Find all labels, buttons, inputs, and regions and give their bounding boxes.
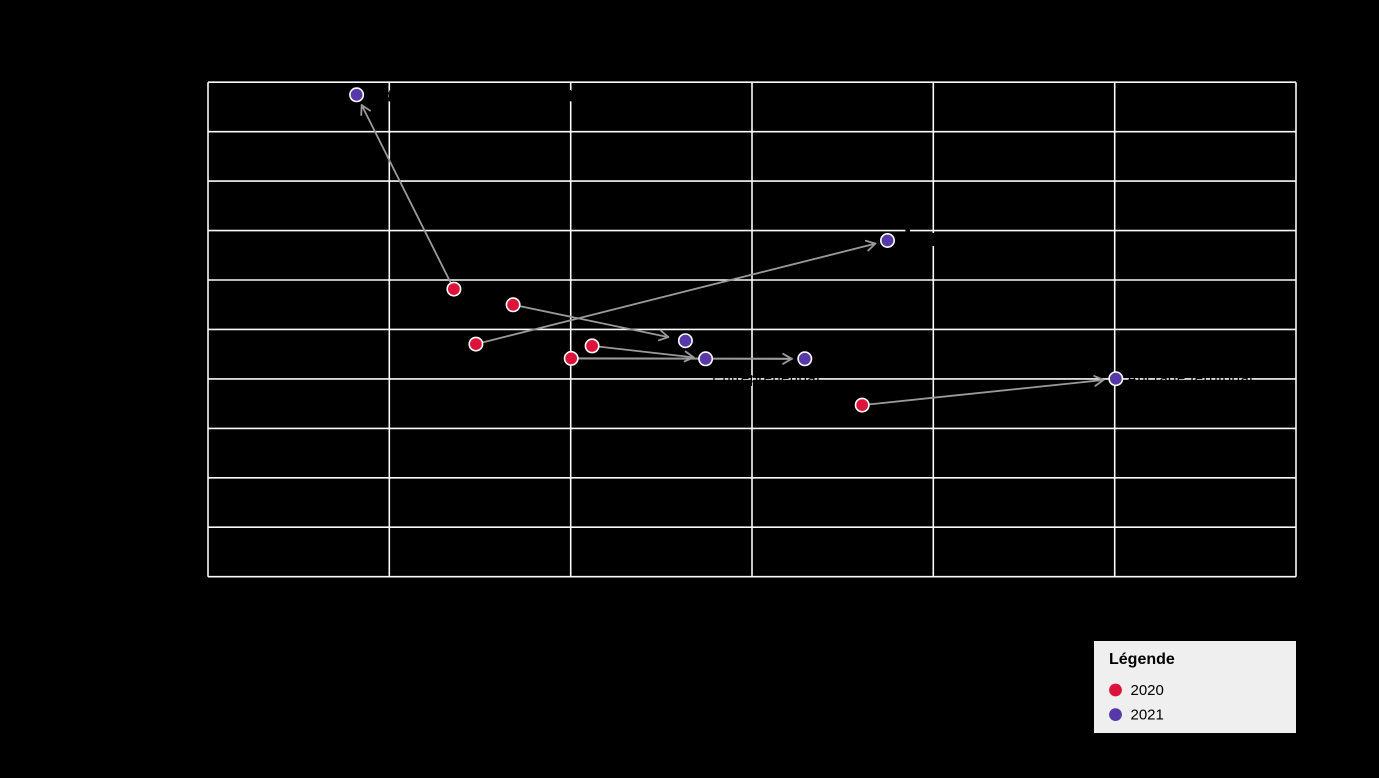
svg-text:Développement du pouvoir d'agi: Développement du pouvoir d'agir: [380, 88, 600, 105]
svg-text:Légende: Légende: [1109, 651, 1175, 668]
svg-text:2021: 2021: [1131, 707, 1164, 724]
svg-text:2020: 2020: [1131, 682, 1164, 699]
svg-text:Entrepreneuriat: Entrepreneuriat: [712, 370, 821, 387]
svg-text:Ancrage territorial: Ancrage territorial: [1127, 370, 1253, 387]
svg-text:Hébergement: Hébergement: [898, 232, 990, 249]
